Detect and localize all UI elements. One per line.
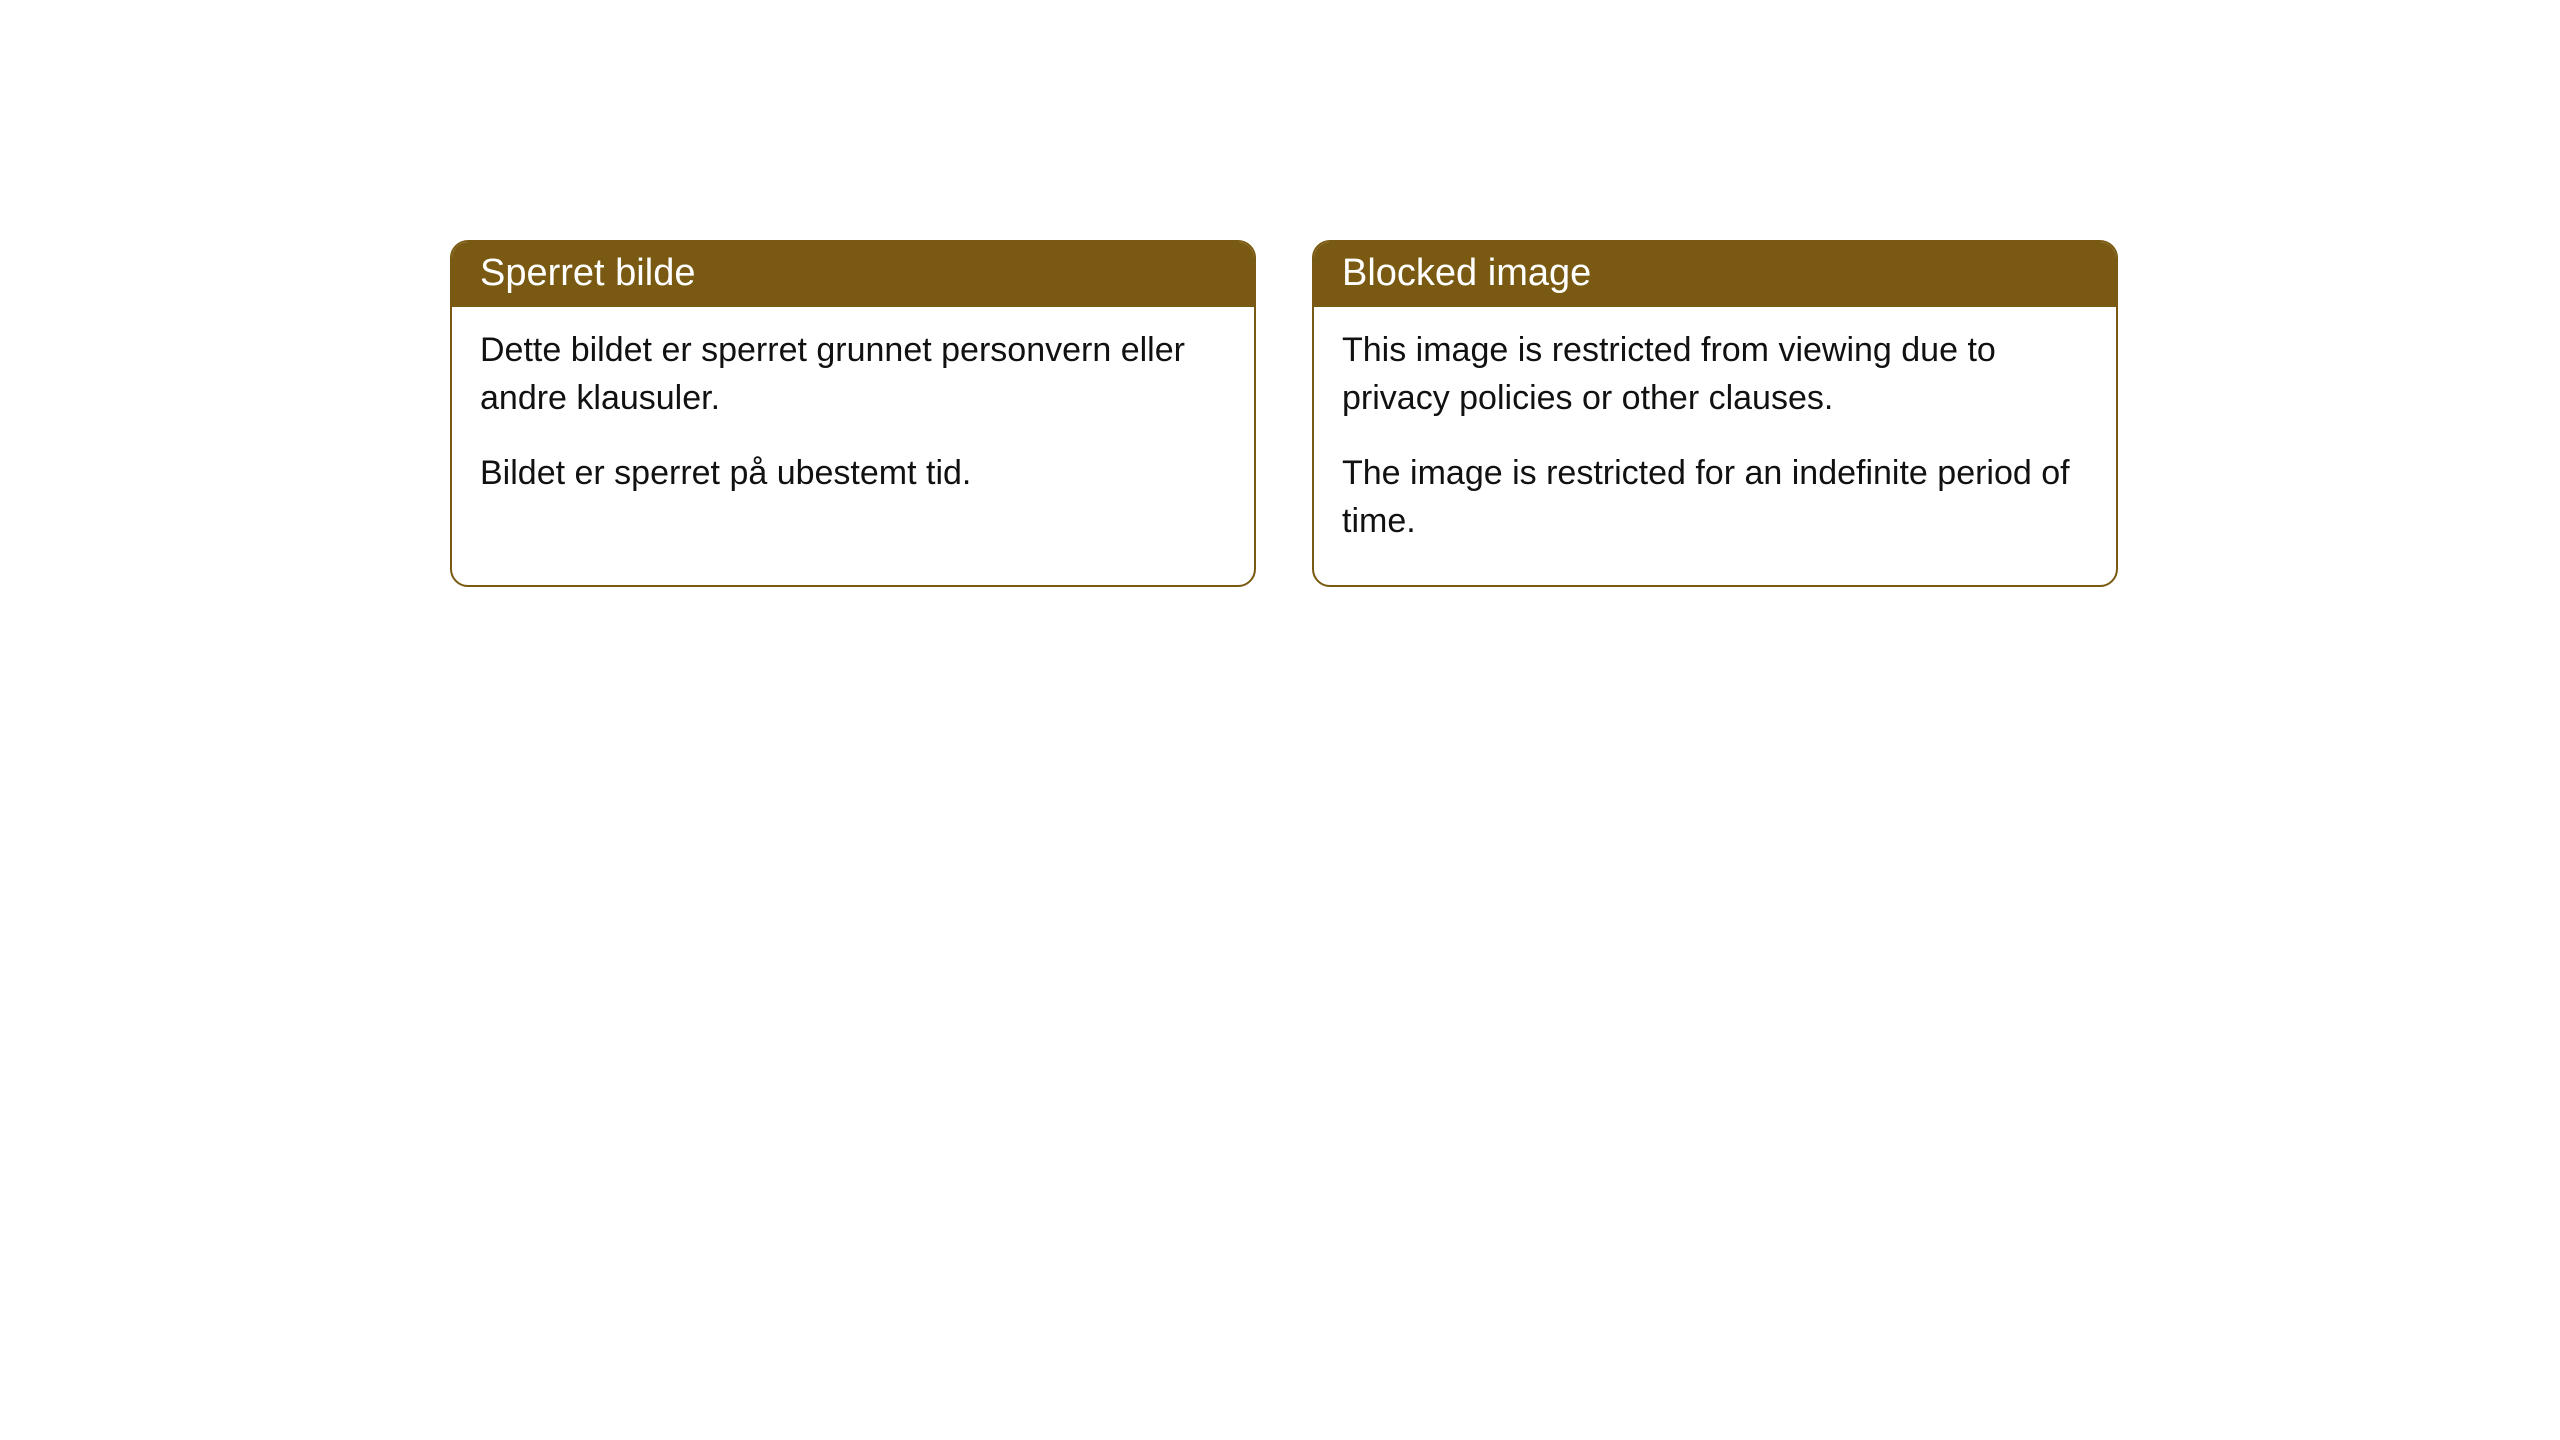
card-paragraph: Dette bildet er sperret grunnet personve… <box>480 327 1226 422</box>
card-title: Blocked image <box>1342 252 1591 294</box>
card-title: Sperret bilde <box>480 252 695 294</box>
card-paragraph: Bildet er sperret på ubestemt tid. <box>480 450 1226 498</box>
card-body: This image is restricted from viewing du… <box>1314 307 2116 585</box>
card-header: Sperret bilde <box>452 242 1254 307</box>
notice-card-english: Blocked image This image is restricted f… <box>1312 240 2118 587</box>
notice-cards-container: Sperret bilde Dette bildet er sperret gr… <box>450 240 2118 587</box>
card-body: Dette bildet er sperret grunnet personve… <box>452 307 1254 538</box>
card-header: Blocked image <box>1314 242 2116 307</box>
card-paragraph: This image is restricted from viewing du… <box>1342 327 2088 422</box>
card-paragraph: The image is restricted for an indefinit… <box>1342 450 2088 545</box>
notice-card-norwegian: Sperret bilde Dette bildet er sperret gr… <box>450 240 1256 587</box>
